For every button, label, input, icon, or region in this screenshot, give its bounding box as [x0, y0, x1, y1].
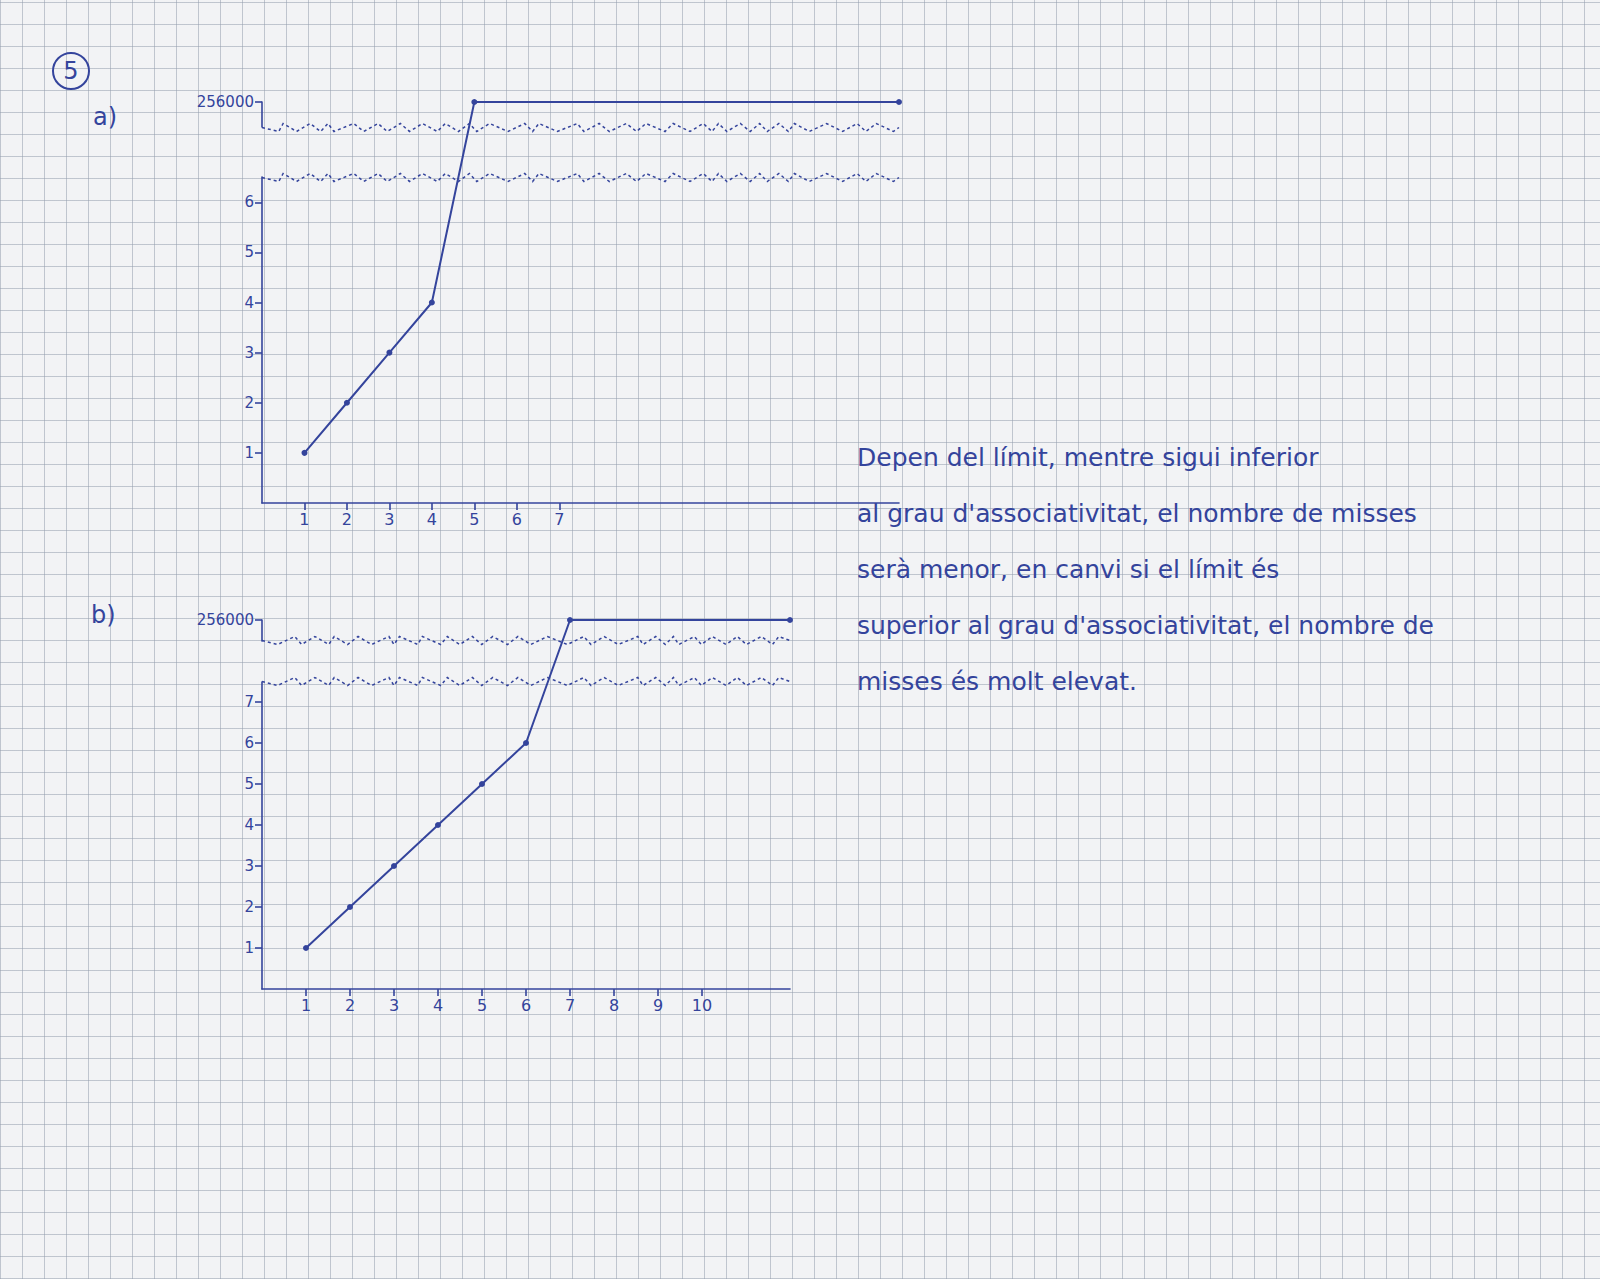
svg-text:1: 1 [244, 444, 254, 462]
svg-text:4: 4 [433, 996, 443, 1015]
svg-text:7: 7 [554, 510, 564, 529]
svg-text:3: 3 [244, 857, 254, 875]
svg-text:7: 7 [565, 996, 575, 1015]
svg-text:3: 3 [389, 996, 399, 1015]
svg-text:2: 2 [244, 898, 254, 916]
svg-text:4: 4 [427, 510, 437, 529]
svg-text:4: 4 [244, 816, 254, 834]
svg-text:7: 7 [244, 693, 254, 711]
svg-text:8: 8 [609, 996, 619, 1015]
svg-text:9: 9 [653, 996, 663, 1015]
svg-text:2: 2 [342, 510, 352, 529]
svg-text:6: 6 [512, 510, 522, 529]
svg-text:3: 3 [244, 344, 254, 362]
html-text:Depen del límit, mentre sigui: Depen del límit, mentre sigui inferior [857, 443, 1319, 472]
svg-text:256000: 256000 [197, 93, 254, 111]
svg-text:1: 1 [299, 510, 309, 529]
svg-text:256000: 256000 [197, 611, 254, 629]
svg-text:b): b) [91, 601, 116, 629]
svg-text:5: 5 [477, 996, 487, 1015]
svg-text:6: 6 [521, 996, 531, 1015]
html-text:superior al grau d'associativi: superior al grau d'associativitat, el no… [857, 611, 1434, 640]
svg-text:2: 2 [345, 996, 355, 1015]
svg-text:10: 10 [692, 996, 712, 1015]
svg-text:4: 4 [244, 294, 254, 312]
svg-text:2: 2 [244, 394, 254, 412]
svg-text:5: 5 [244, 243, 254, 261]
html-text:serà menor, en canvi si el lím: serà menor, en canvi si el límit és [857, 555, 1280, 584]
svg-text:6: 6 [244, 734, 254, 752]
svg-text:5: 5 [244, 775, 254, 793]
svg-text:a): a) [93, 103, 117, 131]
svg-text:6: 6 [244, 193, 254, 211]
html-text:al grau d'associativitat, el n: al grau d'associativitat, el nombre de m… [857, 499, 1417, 528]
svg-text:3: 3 [384, 510, 394, 529]
html-text:5: 5 [63, 57, 79, 85]
svg-text:1: 1 [244, 939, 254, 957]
svg-text:5: 5 [469, 510, 479, 529]
html-text:misses és molt elevat.: misses és molt elevat. [857, 667, 1137, 696]
svg-text:1: 1 [301, 996, 311, 1015]
